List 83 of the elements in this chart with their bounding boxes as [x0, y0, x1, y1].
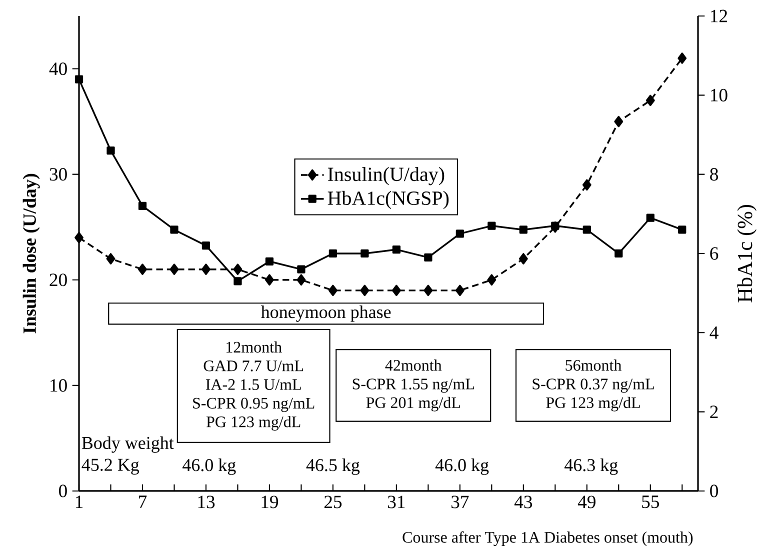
point	[614, 249, 623, 258]
y2-tick-label: 6	[710, 247, 718, 260]
y-axis-title: Insulin dose (U/day)	[22, 174, 40, 334]
annotation: Body weight	[82, 436, 174, 453]
point	[170, 226, 178, 234]
annotation: S-CPR 0.37 ng/mL	[532, 378, 654, 393]
annotation: 45.2 Kg	[82, 458, 140, 475]
y-tick-label: 0	[59, 484, 67, 498]
x-tick-label: 31	[388, 496, 405, 508]
y2-tick-label: 10	[711, 88, 728, 102]
point	[106, 253, 116, 264]
annotation: 46.3 kg	[564, 458, 618, 475]
point	[456, 230, 464, 238]
point	[106, 146, 115, 155]
point	[392, 284, 401, 296]
point	[582, 179, 592, 191]
annotation: 42month	[385, 359, 442, 371]
point	[678, 226, 686, 234]
point	[518, 253, 528, 264]
y2-tick-label: 8	[710, 168, 718, 181]
y2-tick-label: 2	[710, 406, 718, 418]
annotation: PG 123 mg/dL	[546, 396, 640, 412]
point	[646, 94, 655, 106]
legend-label: HbA1c(NGSP)	[328, 190, 449, 210]
y-tick-label: 10	[50, 379, 67, 392]
point	[582, 226, 591, 234]
annotation: 12month	[226, 341, 282, 353]
x-tick-label: 49	[578, 496, 596, 508]
point	[392, 245, 401, 254]
y2-tick-label: 0	[710, 484, 718, 498]
y2-tick-label: 12	[711, 10, 728, 22]
x-tick-label: 1	[76, 496, 83, 508]
annotation: PG 201 mg/dL	[366, 396, 460, 412]
point	[455, 284, 464, 296]
annotation: S-CPR 0.95 ng/mL	[193, 398, 314, 412]
point	[328, 284, 338, 296]
annotation: IA-2 1.5 U/mL	[206, 379, 301, 390]
annotation: 46.0 kg	[182, 458, 236, 475]
y-tick-label: 40	[49, 62, 67, 76]
point	[202, 242, 210, 250]
point	[202, 264, 210, 275]
point	[170, 264, 179, 275]
x-tick-label: 25	[324, 496, 342, 508]
annotation: PG 123 mg/dL	[206, 416, 300, 431]
point	[265, 257, 274, 266]
y-tick-label: 30	[50, 168, 67, 181]
x-tick-label: 13	[198, 496, 215, 508]
y-tick-label: 20	[50, 274, 67, 286]
legend-label: Insulin(U/day)	[328, 167, 444, 186]
point	[234, 277, 242, 286]
y2-axis-title: HbA1c (%)	[737, 204, 757, 302]
x-axis-title: Course after Type 1A Diabetes onset (mouth)	[402, 531, 693, 546]
annotation: honeymoon phase	[261, 305, 391, 322]
point	[646, 214, 654, 222]
point	[614, 116, 624, 128]
point	[360, 249, 369, 258]
point	[296, 274, 306, 286]
point	[424, 253, 432, 262]
point	[678, 52, 687, 64]
point	[233, 264, 242, 275]
annotation: GAD 7.7 U/mL	[204, 360, 304, 372]
annotation: 56month	[566, 359, 622, 371]
point	[297, 265, 306, 274]
point	[138, 264, 147, 275]
x-tick-label: 37	[451, 496, 469, 508]
annotation: 46.5 kg	[306, 458, 360, 475]
point	[550, 221, 560, 233]
annotation: S-CPR 1.55 ng/mL	[352, 378, 474, 393]
x-tick-label: 7	[139, 496, 147, 508]
point	[74, 232, 84, 244]
point	[264, 274, 274, 286]
x-tick-label: 55	[642, 496, 659, 508]
point	[360, 284, 370, 296]
x-tick-label: 19	[262, 496, 278, 508]
point	[138, 202, 147, 210]
point	[424, 284, 433, 296]
point	[488, 222, 496, 230]
x-tick-label: 43	[514, 496, 532, 508]
point	[328, 249, 338, 258]
point	[487, 274, 496, 286]
y2-tick-label: 4	[710, 326, 718, 339]
annotation: 46.0 kg	[435, 458, 489, 475]
point	[519, 226, 528, 234]
